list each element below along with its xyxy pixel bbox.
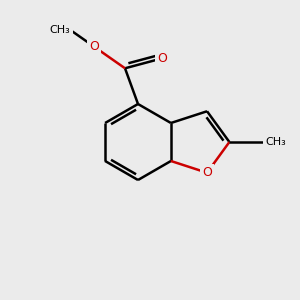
Text: O: O <box>202 166 212 179</box>
Text: O: O <box>89 40 99 53</box>
Text: O: O <box>157 52 166 65</box>
Text: CH₃: CH₃ <box>50 25 70 35</box>
Text: CH₃: CH₃ <box>266 137 286 147</box>
